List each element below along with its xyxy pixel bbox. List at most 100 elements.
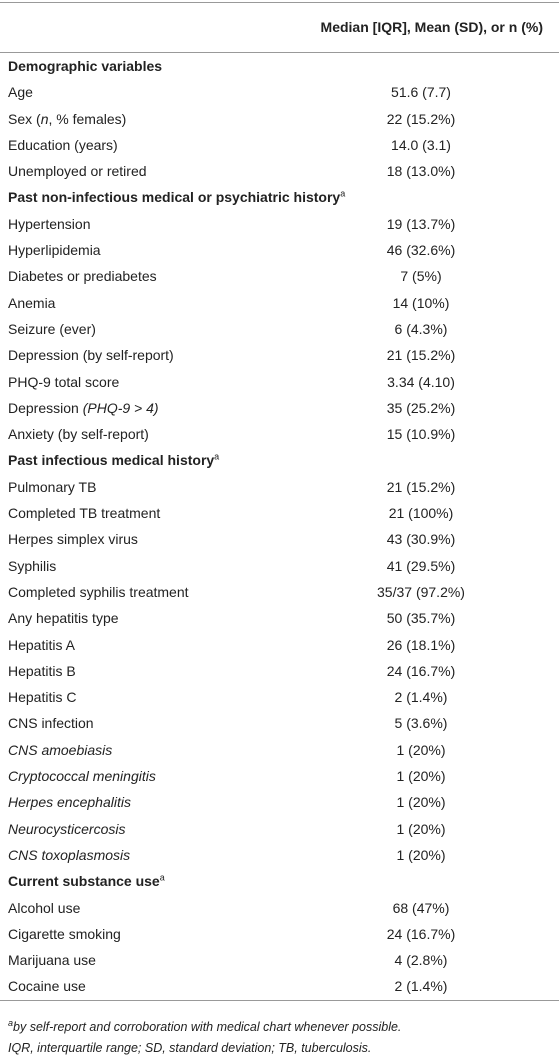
label-cell: Neurocysticercosis (0, 816, 261, 842)
section-row: Demographic variables (0, 53, 559, 80)
label: Hepatitis C (8, 689, 77, 706)
value-cell: 5 (3.6%) (394, 715, 448, 732)
footnote-marker: a (8, 1017, 14, 1028)
label: Education (years) (8, 136, 118, 153)
label-cell: Cigarette smoking (0, 921, 261, 947)
label-part: , % females) (48, 110, 127, 127)
label: Anemia (8, 294, 56, 311)
label: Seizure (ever) (8, 320, 96, 337)
label-cell: Depression (by self-report) (0, 342, 261, 368)
label-cell: Hypertension (0, 211, 261, 237)
table-row: Hepatitis B 24 (16.7%) (0, 658, 559, 684)
table-row: Hypertension 19 (13.7%) (0, 211, 559, 237)
value-cell: 68 (47%) (392, 899, 450, 916)
value-cell: 18 (13.0%) (386, 163, 456, 180)
value-cell: 24 (16.7%) (386, 662, 456, 679)
footnote: IQR, interquartile range; SD, standard d… (8, 1038, 401, 1059)
value-cell: 3.34 (4.10) (387, 373, 455, 390)
note-marker: a (340, 188, 346, 199)
label-cell: Hepatitis B (0, 658, 261, 684)
section-row: Past non-infectious medical or psychiatr… (0, 184, 559, 210)
value-cell: 50 (35.7%) (386, 610, 456, 627)
label-part: n (40, 110, 49, 127)
section-title: Demographic variables (8, 58, 163, 74)
value-cell: 7 (5%) (400, 268, 442, 285)
label-cell: Unemployed or retired (0, 158, 261, 184)
value-cell: 41 (29.5%) (386, 557, 456, 574)
table-row: Completed syphilis treatment 35/37 (97.2%… (0, 579, 559, 605)
table-row: Cryptococcal meningitis 1 (20%) (0, 763, 559, 789)
value-cell: 14.0 (3.1) (391, 136, 451, 153)
table-row: Marijuana use 4 (2.8%) (0, 947, 559, 973)
label: CNS amoebiasis (8, 741, 113, 758)
label: Unemployed or retired (8, 163, 147, 180)
table-row: Pulmonary TB 21 (15.2%) (0, 474, 559, 500)
value-cell: 51.6 (7.7) (391, 84, 451, 101)
label-cell: CNS infection (0, 710, 261, 736)
label: Herpes simplex virus (8, 531, 138, 548)
value-cell: 21 (100%) (388, 505, 454, 522)
table-row: CNS toxoplasmosis 1 (20%) (0, 842, 559, 868)
value-cell: 22 (15.2%) (386, 110, 456, 127)
label: Depression (by self-report) (8, 347, 174, 364)
label-cell: Anxiety (by self-report) (0, 421, 261, 447)
value-cell: 15 (10.9%) (386, 426, 456, 443)
label: Cryptococcal meningitis (8, 768, 156, 785)
section-row: Past infectious medical historya (0, 447, 559, 473)
table-row: Herpes encephalitis 1 (20%) (0, 789, 559, 815)
label-cell: Depression (PHQ-9 > 4) (0, 395, 261, 421)
table-row: Syphilis 41 (29.5%) (0, 553, 559, 579)
label: PHQ-9 total score (8, 373, 120, 390)
label-cell: Marijuana use (0, 947, 261, 973)
table-row: Anemia 14 (10%) (0, 290, 559, 316)
label-cell: Pulmonary TB (0, 474, 261, 500)
table-body: Demographic variables Age 51.6 (7.7) Sex (n… (0, 53, 559, 1001)
header-row: Median [IQR], Mean (SD), or n (%) (0, 2, 559, 53)
table-row: Any hepatitis type 50 (35.7%) (0, 605, 559, 631)
label-cell: Completed TB treatment (0, 500, 261, 526)
table-row: CNS amoebiasis 1 (20%) (0, 737, 559, 763)
label-cell: Age (0, 79, 261, 105)
value-cell: 21 (15.2%) (386, 478, 456, 495)
label-cell: CNS amoebiasis (0, 737, 261, 763)
table-row: Cigarette smoking 24 (16.7%) (0, 921, 559, 947)
table-row: Hyperlipidemia 46 (32.6%) (0, 237, 559, 263)
table-row: Depression (by self-report) 21 (15.2%) (0, 342, 559, 368)
footnote: aby self-report and corroboration with m… (8, 1017, 401, 1038)
value-cell: 1 (20%) (396, 741, 446, 758)
label-cell: Herpes encephalitis (0, 789, 261, 815)
table-row: Alcohol use 68 (47%) (0, 895, 559, 921)
label: Completed syphilis treatment (8, 583, 189, 600)
section-title: Past non-infectious medical or psychiatr… (8, 189, 341, 206)
label-cell: Syphilis (0, 553, 261, 579)
label: Diabetes or prediabetes (8, 268, 157, 285)
label: Cocaine use (8, 978, 86, 995)
section-cell: Current substance usea (0, 868, 559, 894)
footnote-text: IQR, interquartile range; SD, standard d… (8, 1041, 372, 1055)
table-row: Seizure (ever) 6 (4.3%) (0, 316, 559, 342)
label-cell: Seizure (ever) (0, 316, 261, 342)
label: Syphilis (8, 557, 57, 574)
value-cell: 1 (20%) (396, 794, 446, 811)
section-cell: Past non-infectious medical or psychiatr… (0, 184, 559, 210)
table-row: Anxiety (by self-report) 15 (10.9%) (0, 421, 559, 447)
value-cell: 2 (1.4%) (261, 973, 559, 1001)
table-row: Cocaine use 2 (1.4%) (0, 973, 559, 1001)
value-cell: 1 (20%) (396, 820, 446, 837)
label: CNS infection (8, 715, 94, 732)
table-row: Sex (n, % females) 22 (15.2%) (0, 106, 559, 132)
label-cell: Education (years) (0, 132, 261, 158)
label: Hepatitis B (8, 662, 76, 679)
section-cell: Demographic variables (0, 53, 559, 80)
label: Completed TB treatment (8, 505, 161, 522)
label-cell: Anemia (0, 290, 261, 316)
section-cell: Past infectious medical historya (0, 447, 559, 473)
table-row: CNS infection 5 (3.6%) (0, 710, 559, 736)
value-cell: 19 (13.7%) (386, 215, 456, 232)
table: Median [IQR], Mean (SD), or n (%) Demogr… (0, 2, 559, 1001)
table-row: Unemployed or retired 18 (13.0%) (0, 158, 559, 184)
table-row: Age 51.6 (7.7) (0, 79, 559, 105)
label: Any hepatitis type (8, 610, 119, 627)
label: Hypertension (8, 215, 91, 232)
label-cell: CNS toxoplasmosis (0, 842, 261, 868)
